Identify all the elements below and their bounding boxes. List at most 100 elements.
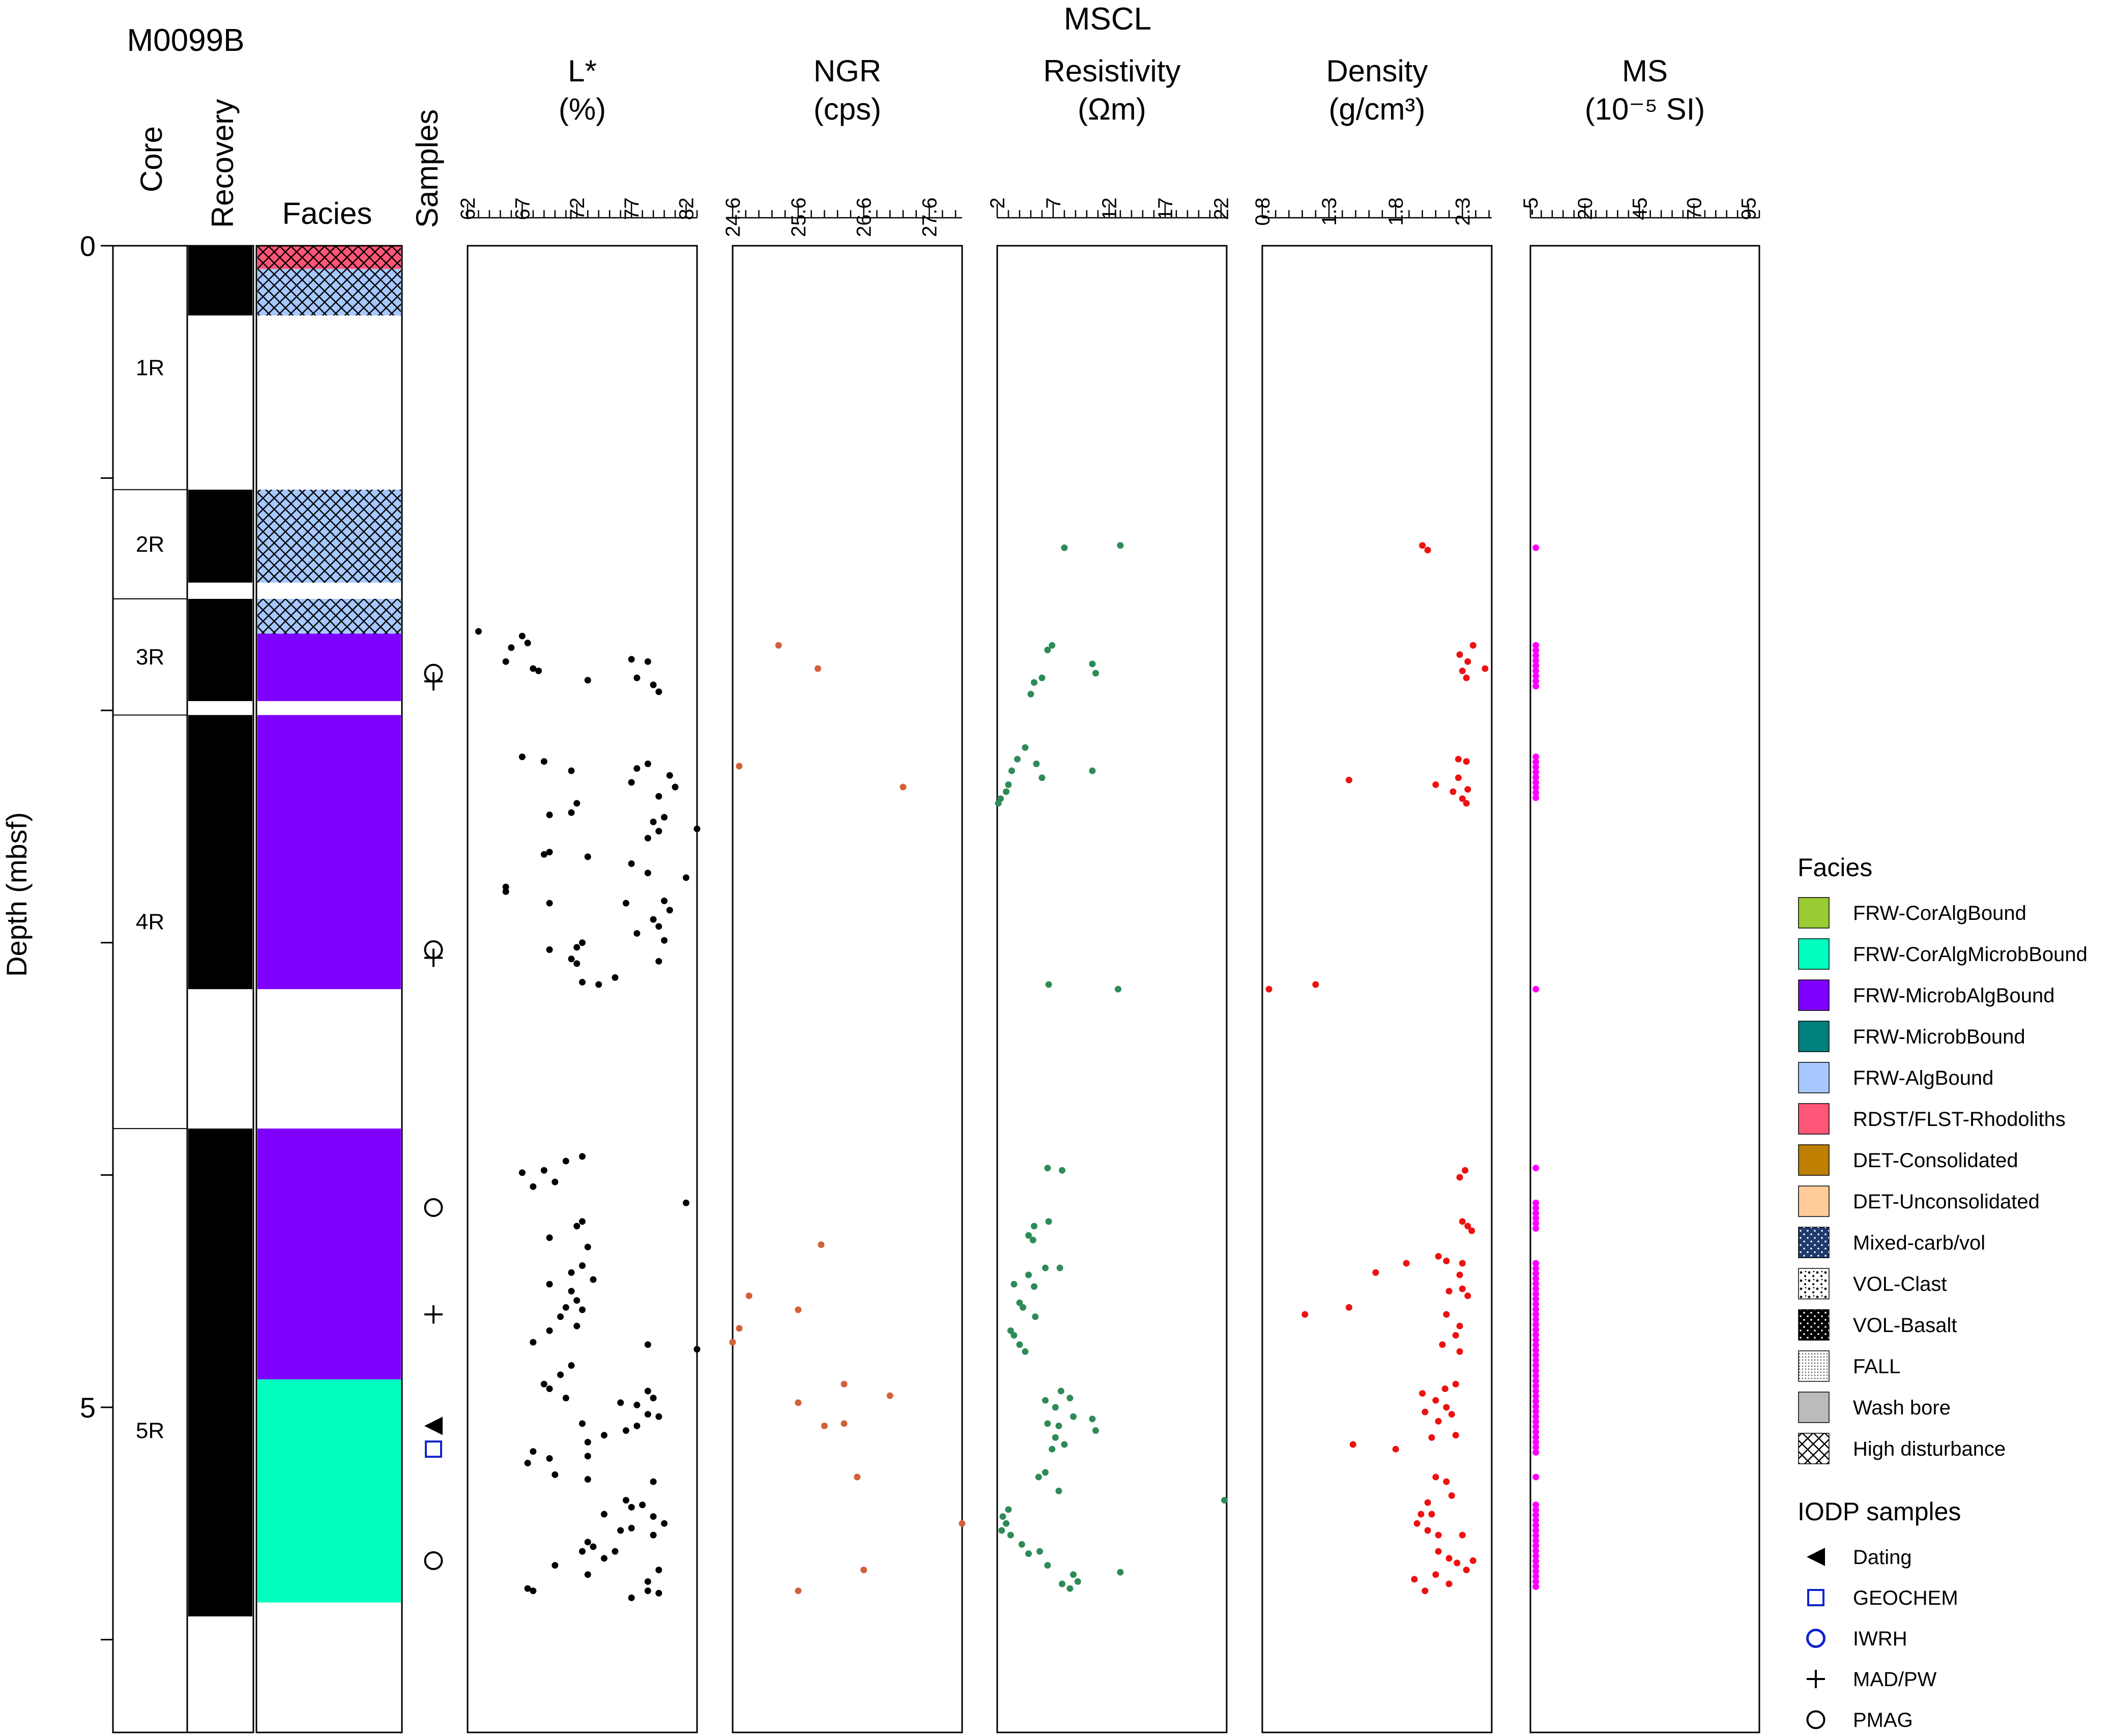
- data-point: [998, 1527, 1005, 1534]
- data-point: [573, 1223, 581, 1230]
- data-point: [1459, 795, 1466, 802]
- data-point: [552, 1178, 559, 1185]
- panel-title-density: Density: [1326, 54, 1428, 88]
- data-point: [1462, 1167, 1469, 1174]
- data-point: [546, 1281, 553, 1288]
- data-point: [1038, 674, 1046, 681]
- legend-label-fall: FALL: [1853, 1355, 1900, 1378]
- data-point: [1459, 668, 1466, 675]
- data-point: [1532, 1275, 1540, 1282]
- data-point: [1532, 1199, 1540, 1206]
- data-point: [1428, 1434, 1435, 1441]
- data-point: [475, 628, 482, 635]
- data-point: [1532, 1449, 1540, 1456]
- data-point: [644, 1387, 651, 1395]
- data-point: [1532, 754, 1540, 761]
- data-point: [1532, 1578, 1540, 1585]
- data-point: [622, 900, 629, 907]
- data-point: [1532, 789, 1540, 796]
- data-point: [579, 939, 586, 946]
- data-point: [1532, 1352, 1540, 1359]
- data-point: [1532, 1444, 1540, 1451]
- data-point: [818, 1241, 825, 1248]
- data-point: [1301, 1311, 1309, 1318]
- x-tick-label: 22: [1210, 197, 1233, 220]
- data-point: [546, 849, 553, 856]
- data-point: [1532, 642, 1540, 649]
- x-tick-label: 82: [676, 197, 698, 220]
- data-point: [1042, 1264, 1049, 1271]
- recovery-interval: [188, 599, 252, 701]
- data-point: [1428, 1511, 1435, 1518]
- dating-sample-marker: [1807, 1548, 1825, 1566]
- data-point: [1532, 678, 1540, 685]
- data-point: [1456, 1174, 1463, 1181]
- data-point: [736, 763, 743, 770]
- data-point: [1532, 1347, 1540, 1354]
- data-point: [1005, 1506, 1012, 1513]
- data-point: [540, 1380, 547, 1387]
- data-point: [1482, 665, 1489, 672]
- data-point: [1468, 1227, 1475, 1234]
- data-point: [579, 1548, 586, 1555]
- data-point: [1532, 759, 1540, 766]
- data-point: [579, 1306, 586, 1313]
- data-point: [854, 1473, 861, 1481]
- data-point: [1007, 1531, 1014, 1539]
- data-point: [650, 1513, 657, 1520]
- geochem-sample-marker: [1807, 1589, 1824, 1606]
- high-disturbance-hatch: [257, 246, 401, 269]
- data-point: [1532, 1542, 1540, 1549]
- data-point: [1044, 1165, 1051, 1172]
- data-point: [628, 1503, 635, 1511]
- data-point: [1448, 1411, 1455, 1418]
- samples-legend: IODP samples Dating GEOCHEM IWRH MAD/PW PMAG: [1798, 1497, 1961, 1731]
- data-point: [546, 1327, 553, 1334]
- data-point: [573, 800, 581, 807]
- data-point: [1424, 1499, 1431, 1506]
- data-point: [666, 907, 673, 914]
- data-point: [1345, 1304, 1352, 1311]
- data-point: [535, 668, 542, 675]
- x-tick-label: 25.6: [788, 197, 810, 237]
- data-point: [1532, 1204, 1540, 1211]
- data-point: [595, 981, 602, 988]
- legend-label-vol-basalt: VOL-Basalt: [1853, 1314, 1957, 1337]
- data-point: [1008, 767, 1016, 774]
- legend-hatch-high-disturbance: [1799, 1433, 1829, 1464]
- data-point: [1027, 690, 1034, 698]
- data-point: [1432, 781, 1439, 788]
- data-point: [530, 1587, 537, 1595]
- data-point: [655, 1589, 662, 1597]
- data-point: [1022, 744, 1029, 751]
- core-label-1r: 1R: [136, 356, 164, 381]
- data-point: [1463, 674, 1470, 681]
- x-tick-label: 1.3: [1318, 197, 1341, 226]
- data-point: [1411, 1576, 1418, 1583]
- mad-pw-sample-marker: [424, 948, 443, 967]
- data-point: [1469, 642, 1476, 649]
- data-point: [1441, 1385, 1448, 1392]
- data-point: [600, 1511, 607, 1518]
- data-point: [1455, 774, 1462, 782]
- data-point: [1435, 1548, 1442, 1555]
- x-tick-label: 12: [1098, 197, 1121, 220]
- data-point: [1532, 1382, 1540, 1390]
- core-label-2r: 2R: [136, 532, 164, 557]
- data-point: [579, 1218, 586, 1225]
- data-point: [1532, 764, 1540, 771]
- data-point: [1532, 1433, 1540, 1440]
- data-point: [622, 1497, 629, 1504]
- data-point: [672, 784, 679, 791]
- data-point: [1022, 1348, 1029, 1355]
- data-point: [1417, 1511, 1425, 1518]
- data-point: [1312, 981, 1319, 988]
- data-point: [546, 1234, 553, 1241]
- data-point: [552, 1471, 559, 1478]
- data-point: [1010, 1332, 1018, 1339]
- data-point: [1532, 1428, 1540, 1435]
- data-point: [568, 767, 575, 774]
- data-point: [1045, 1218, 1052, 1225]
- data-point: [628, 860, 635, 867]
